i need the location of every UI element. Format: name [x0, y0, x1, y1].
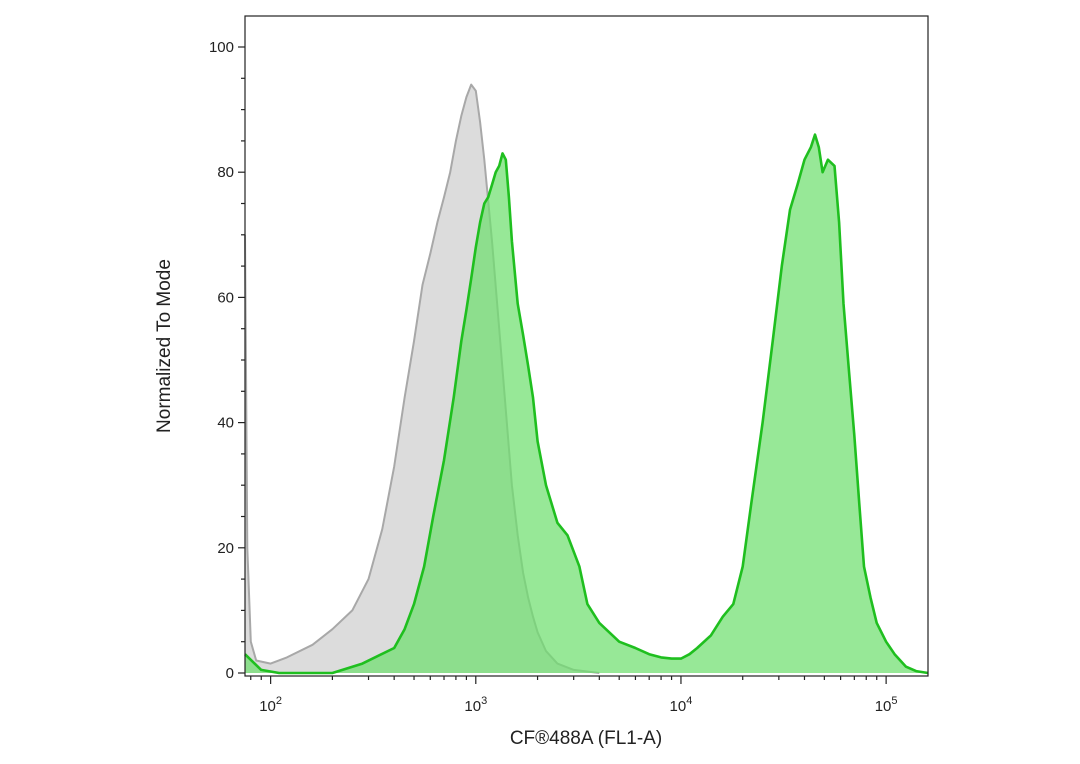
y-axis-title: Normalized To Mode	[154, 259, 175, 433]
x-axis-title: CF®488A (FL1-A)	[510, 728, 662, 749]
plot-layer	[245, 85, 928, 673]
series-2-area	[245, 135, 928, 673]
y-tick-label: 0	[226, 665, 234, 682]
x-tick-label: 102	[259, 695, 282, 715]
y-tick-label: 80	[217, 164, 234, 181]
y-tick-label: 100	[209, 39, 234, 56]
y-tick-label: 40	[217, 415, 234, 432]
y-tick-label: 60	[217, 289, 234, 306]
x-tick-label: 104	[670, 695, 693, 715]
axis-layer: 020406080100102103104105106	[209, 39, 1080, 715]
y-tick-label: 20	[217, 540, 234, 557]
x-tick-label: 103	[464, 695, 487, 715]
x-tick-label: 105	[875, 695, 898, 715]
